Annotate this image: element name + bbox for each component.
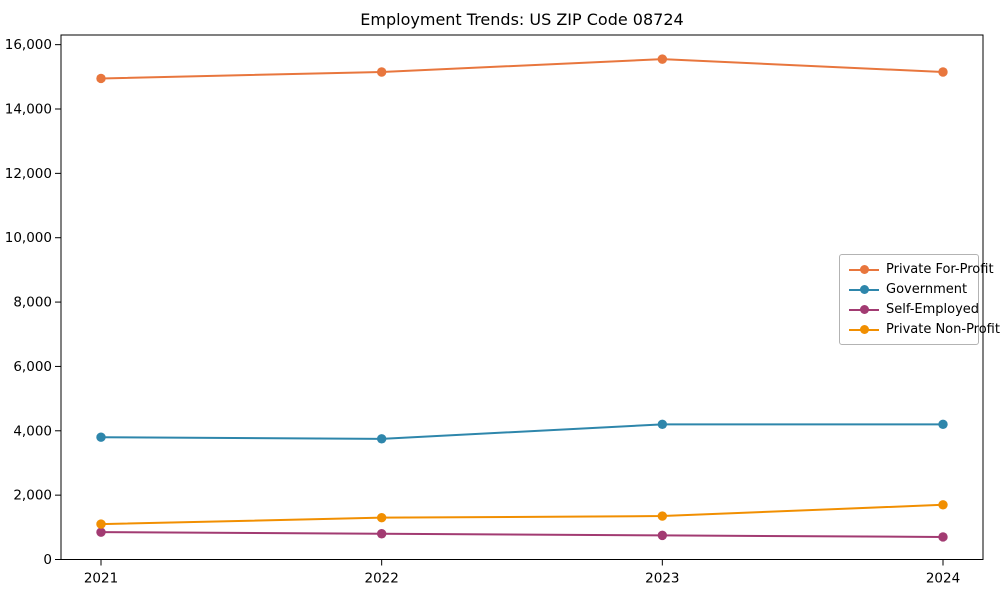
data-point (938, 419, 948, 430)
data-point (657, 530, 668, 541)
series-line (100, 423, 944, 440)
data-point (376, 67, 387, 77)
y-tick-label: 2,000 (13, 488, 52, 504)
data-point (376, 512, 387, 523)
y-tick-label: 12,000 (5, 166, 52, 182)
line-marker-icon (849, 322, 879, 337)
legend-label: Self-Employed (886, 302, 980, 317)
legend-item-self-employed: Self-Employed (849, 302, 979, 317)
plot-border (60, 34, 984, 560)
data-point (938, 500, 948, 510)
data-point (938, 532, 948, 542)
line-marker-icon (849, 302, 879, 317)
x-tick-label: 2023 (645, 571, 679, 587)
data-point (657, 419, 668, 430)
data-point (376, 434, 387, 444)
y-tick-label: 14,000 (5, 102, 52, 118)
legend: Private For-Profit Government Self-Emplo… (839, 254, 1000, 345)
line-marker-icon (849, 262, 879, 277)
data-point (376, 529, 387, 539)
data-point (96, 519, 106, 529)
y-tick-label: 6,000 (13, 359, 52, 375)
series-line (100, 503, 944, 526)
legend-item-private-non-profit: Private Non-Profit (849, 322, 1000, 337)
legend-label: Government (886, 282, 968, 297)
data-point (96, 527, 106, 537)
y-tick-label: 16,000 (5, 37, 52, 53)
y-tick-label: 10,000 (5, 230, 52, 246)
y-tick-label: 4,000 (13, 423, 52, 439)
chart-title: Employment Trends: US ZIP Code 08724 (360, 10, 684, 29)
legend-label: Private For-Profit (886, 262, 994, 277)
legend-item-private-for-profit: Private For-Profit (849, 262, 994, 277)
line-marker-icon (849, 282, 879, 297)
legend-label: Private Non-Profit (886, 322, 1000, 337)
data-point (96, 73, 106, 84)
data-point (96, 432, 106, 442)
x-tick-label: 2024 (926, 571, 960, 587)
series-line (100, 58, 944, 80)
legend-item-government: Government (849, 282, 969, 297)
data-point (657, 54, 668, 64)
x-tick-label: 2022 (364, 571, 398, 587)
series-line (100, 531, 944, 538)
data-point (657, 511, 668, 521)
x-tick-label: 2021 (84, 571, 118, 587)
y-tick-label: 0 (43, 552, 52, 568)
data-point (938, 67, 948, 77)
y-tick-label: 8,000 (13, 295, 52, 311)
